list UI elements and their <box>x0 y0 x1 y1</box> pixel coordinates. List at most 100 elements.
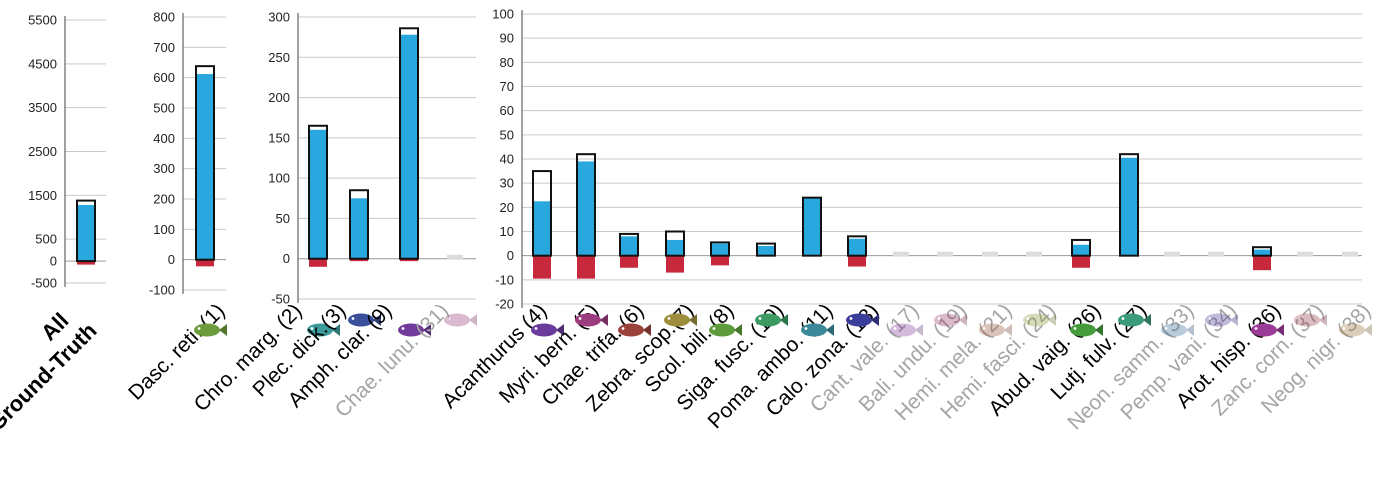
bar-total-outline <box>710 241 730 257</box>
fish-tail <box>1095 324 1103 336</box>
fish-eye <box>849 317 853 320</box>
fish-body <box>531 323 557 337</box>
fish-tail <box>1276 324 1284 336</box>
fish-thumbnail-icon <box>664 313 697 327</box>
y-tick-label: -500 <box>31 276 57 291</box>
bar-negative <box>1072 255 1090 268</box>
empty-category-marker <box>447 254 463 260</box>
y-tick-label: -10 <box>495 272 514 287</box>
bar-negative <box>196 259 214 267</box>
fish-thumbnail-icon <box>1023 313 1056 327</box>
fish-thumbnail-icon <box>1251 323 1284 337</box>
y-tick-label: 400 <box>153 131 175 146</box>
y-tick-label: 100 <box>492 7 514 22</box>
fish-tail <box>689 314 697 326</box>
y-tick-label: 0 <box>283 251 290 266</box>
fish-body <box>1161 323 1187 337</box>
chart-panel-1: 550045003500250015005000-500AllGround-Tr… <box>0 13 106 436</box>
bar-positive <box>350 198 368 259</box>
fish-tail <box>1186 324 1194 336</box>
fish-body <box>890 323 916 337</box>
bar-total-outline <box>195 65 215 261</box>
y-tick-label: 250 <box>268 50 290 65</box>
y-tick-label: 50 <box>500 127 514 142</box>
fish-tail <box>423 324 431 336</box>
bar-total-outline <box>308 124 328 260</box>
fish-body <box>194 323 220 337</box>
y-tick-label: 800 <box>153 10 175 25</box>
fish-tail <box>1143 314 1151 326</box>
fish-body <box>1118 313 1144 327</box>
y-tick-label: 300 <box>268 10 290 25</box>
empty-category-marker <box>1342 251 1358 257</box>
bar-positive <box>1253 249 1271 256</box>
bar-positive <box>1072 244 1090 256</box>
fish-tail <box>1230 314 1238 326</box>
y-tick-label: 300 <box>153 161 175 176</box>
fish-tail <box>469 314 477 326</box>
fish-body <box>846 313 872 327</box>
fish-thumbnail-icon <box>1118 313 1151 327</box>
fish-thumbnail-icon <box>1339 323 1372 337</box>
fish-eye <box>1297 317 1301 320</box>
fish-body <box>709 323 735 337</box>
fish-eye <box>197 327 201 330</box>
fish-eye <box>310 327 314 330</box>
fish-tail <box>373 314 381 326</box>
y-tick-label: -50 <box>271 292 290 307</box>
fish-tail <box>915 324 923 336</box>
fish-thumbnail-icon <box>531 323 564 337</box>
bar-positive <box>577 161 595 256</box>
fish-thumbnail-icon <box>755 313 788 327</box>
fish-tail <box>1319 314 1327 326</box>
y-tick-label: 50 <box>276 211 290 226</box>
bar-positive <box>711 243 729 256</box>
empty-category-marker <box>982 251 998 257</box>
bar-positive <box>666 239 684 256</box>
empty-category-marker <box>1026 251 1042 257</box>
fish-eye <box>758 317 762 320</box>
fish-body <box>575 313 601 327</box>
fish-eye <box>1026 317 1030 320</box>
fish-eye <box>667 317 671 320</box>
fish-thumbnail-icon <box>979 323 1012 337</box>
fish-thumbnail-icon <box>934 313 967 327</box>
y-tick-label: -100 <box>149 283 175 298</box>
fish-tail <box>600 314 608 326</box>
fish-eye <box>1073 327 1077 330</box>
fish-thumbnail-icon <box>444 313 477 327</box>
bar-negative <box>666 255 684 273</box>
fish-thumbnail-icon <box>1161 323 1194 337</box>
y-tick-label: 70 <box>500 79 514 94</box>
y-tick-label: 90 <box>500 31 514 46</box>
fish-eye <box>401 327 405 330</box>
fish-eye <box>982 327 986 330</box>
fish-body <box>1023 313 1049 327</box>
y-tick-label: 4500 <box>28 56 57 71</box>
fish-thumbnail-icon <box>575 313 608 327</box>
bar-positive <box>848 238 866 256</box>
bar-positive <box>757 246 775 256</box>
fish-body <box>1251 323 1277 337</box>
y-tick-label: 500 <box>35 232 57 247</box>
y-tick-label: 20 <box>500 200 514 215</box>
fish-thumbnail-icon <box>1070 323 1103 337</box>
fish-tail <box>1364 324 1372 336</box>
fish-tail <box>780 314 788 326</box>
fish-body <box>801 323 827 337</box>
y-tick-label: 0 <box>50 254 57 269</box>
fish-thumbnail-icon <box>348 313 381 327</box>
fish-eye <box>621 327 625 330</box>
fish-thumbnail-icon <box>846 313 879 327</box>
bar-total-outline <box>665 230 685 257</box>
fish-body <box>398 323 424 337</box>
fish-thumbnail-icon <box>709 323 742 337</box>
fish-body <box>618 323 644 337</box>
fish-eye <box>578 317 582 320</box>
fish-thumbnail-icon <box>890 323 923 337</box>
fish-thumbnail-icon <box>801 323 834 337</box>
empty-category-marker <box>1297 251 1313 257</box>
fish-tail <box>871 314 879 326</box>
